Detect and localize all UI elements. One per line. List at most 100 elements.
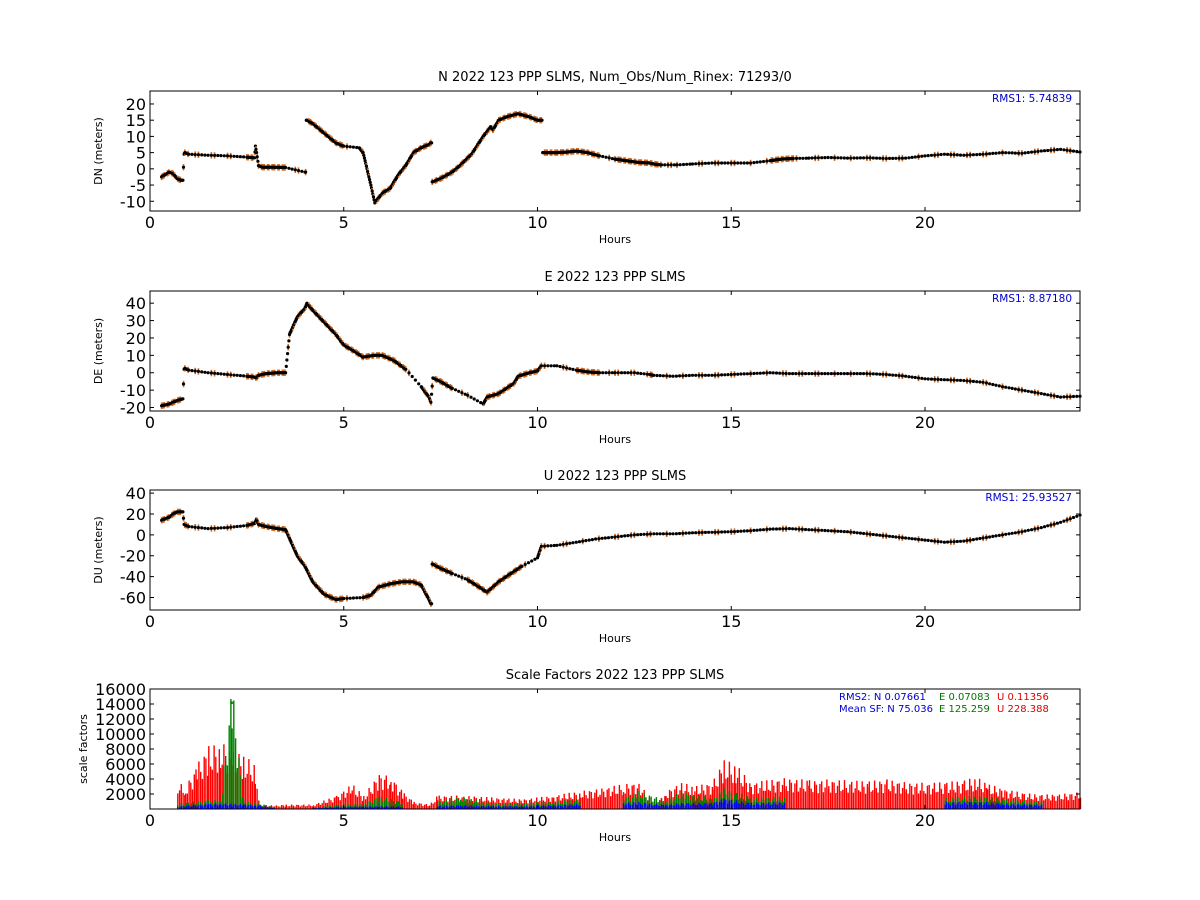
bar [680,791,683,809]
data-point [823,156,827,160]
bar [643,802,645,809]
data-point [469,395,473,399]
bar [430,802,433,809]
data-point [203,153,207,157]
bar [757,793,759,809]
bar [603,791,605,809]
bar [708,798,711,809]
bar [349,793,352,809]
data-point [752,371,756,376]
data-point [758,160,762,164]
data-point [736,529,740,534]
y-tick-label: 40 [126,484,146,503]
data-point [370,189,374,193]
bar [965,790,967,809]
bar [706,785,708,809]
bar [972,791,974,809]
bar [978,778,981,809]
data-point [539,544,544,548]
bar [836,785,839,809]
data-point [916,376,921,380]
bar [546,796,548,809]
data-point [342,596,346,601]
data-point [720,530,724,534]
bar [436,807,439,809]
data-point [285,358,289,362]
data-point [891,373,895,377]
data-point [361,151,365,155]
bar [479,803,481,809]
data-point [810,372,814,376]
data-point [1000,385,1005,389]
data-point [1020,530,1024,534]
y-tick-label: 4000 [105,770,146,789]
bar [380,796,382,809]
data-point [222,526,226,530]
bar [449,801,451,809]
bar [595,789,598,809]
bar [180,784,182,809]
bar [728,791,731,809]
bar [231,728,233,809]
bar [328,798,330,809]
bar [921,782,923,809]
x-tick-label: 15 [721,413,741,432]
bar [870,791,872,809]
bar [956,803,958,809]
data-point [694,373,698,377]
bar [525,805,527,809]
bar [318,802,320,809]
data-point [687,373,691,378]
bar [728,800,731,809]
data-point [707,161,711,165]
data-point [658,532,662,536]
data-point [926,538,930,543]
data-point [304,170,308,174]
bar [764,790,766,809]
data-point [697,531,701,535]
data-point [368,178,372,182]
data-point [561,542,565,546]
bar [370,806,372,809]
bar [449,806,451,809]
data-point [978,152,982,156]
bar [665,804,667,809]
data-point [752,161,756,165]
bar [740,801,743,809]
bar [778,781,780,809]
bar [463,805,465,809]
data-point [256,159,260,163]
data-point [1036,391,1040,395]
data-point [765,527,769,532]
bar [900,793,902,809]
data-point [1030,528,1034,532]
bar [484,807,486,809]
data-point [430,141,434,145]
bar [467,806,469,809]
data-point [784,527,788,531]
data-point [826,372,830,376]
bar [734,794,736,809]
bar [696,798,698,809]
bar [228,805,230,809]
data-point [920,154,924,158]
bar [744,805,746,809]
data-point [842,372,846,376]
bar [1065,796,1068,809]
bar [544,806,547,809]
bar [954,792,957,809]
bar [457,805,460,809]
data-point [1013,151,1018,155]
data-point [916,155,921,159]
bar [530,802,533,809]
data-point [910,537,914,541]
bar [831,782,833,809]
bar [506,800,508,809]
bar [482,805,485,809]
data-point [1020,388,1024,392]
data-point [549,364,553,368]
data-point [1010,151,1014,155]
bar [817,793,819,809]
data-point [852,372,856,376]
data-point [463,392,467,396]
